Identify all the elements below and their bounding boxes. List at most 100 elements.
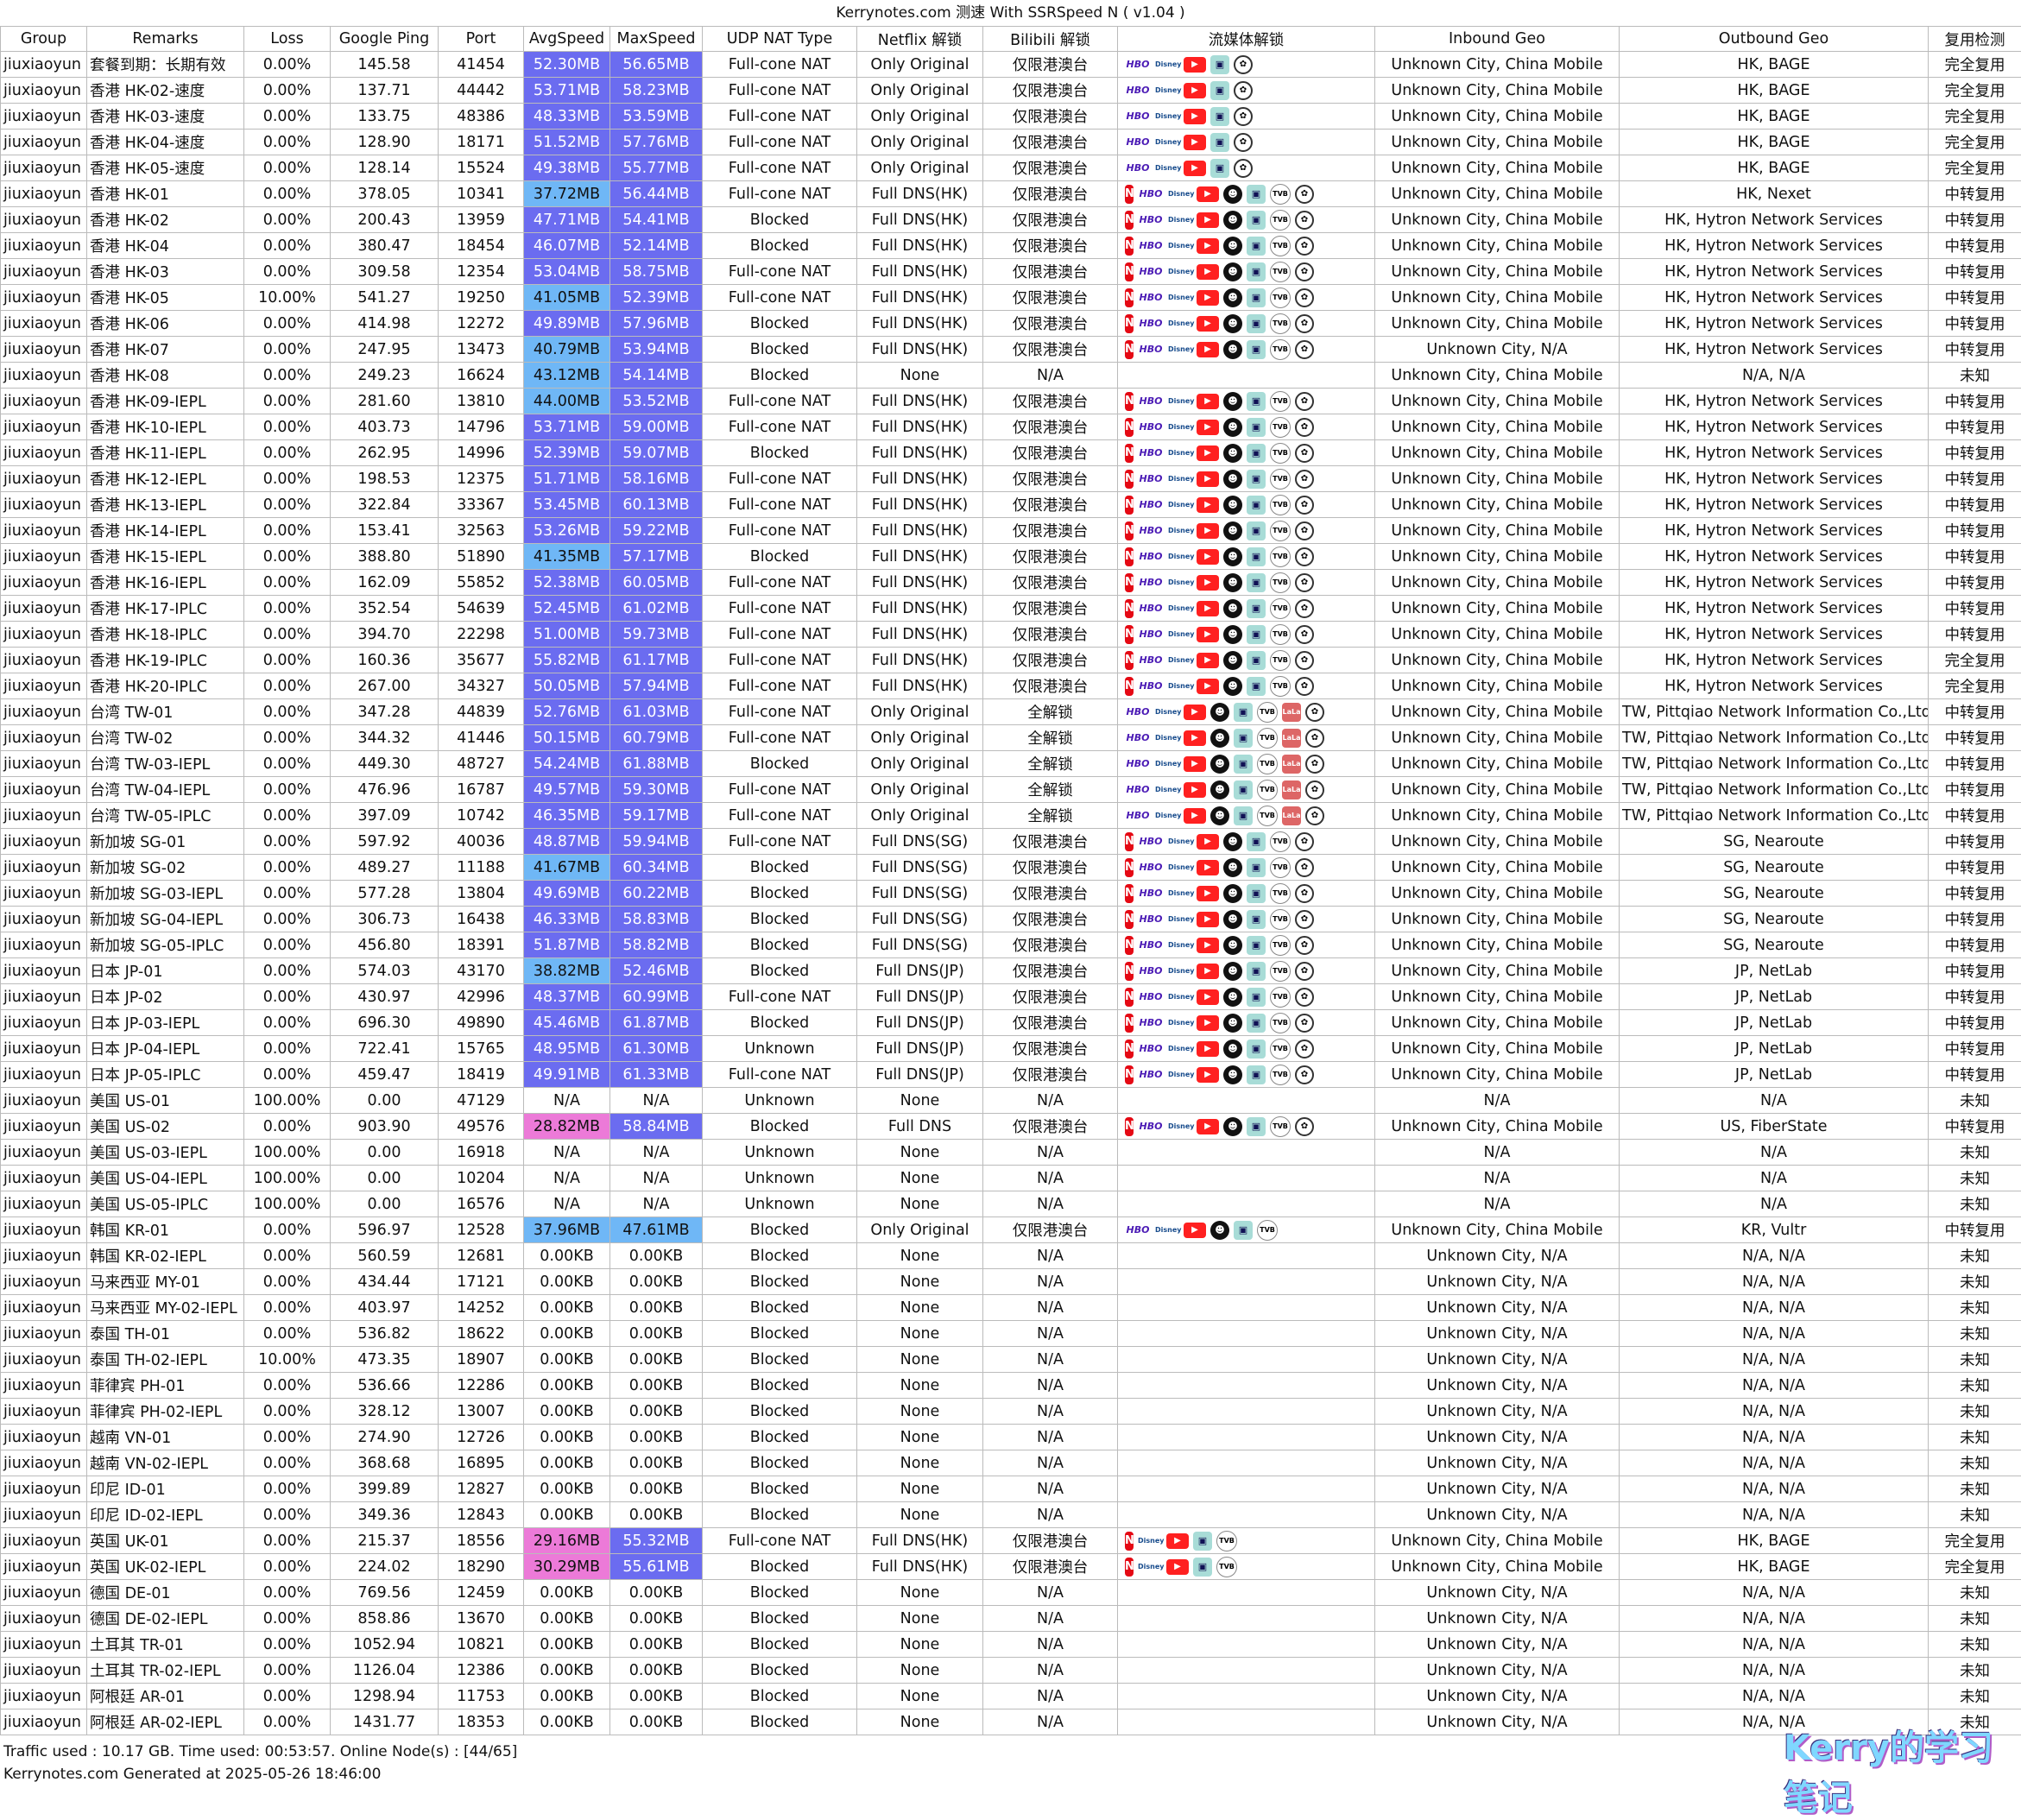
udp-nat-type-cell: Blocked: [703, 1347, 857, 1373]
google-ping-cell: 858.86: [331, 1606, 439, 1632]
streaming-unlock-cell: [1118, 1425, 1375, 1450]
disney-icon: Disney: [1155, 159, 1179, 178]
google-ping-cell: 399.89: [331, 1476, 439, 1502]
reuse-check-cell: 中转复用: [1929, 751, 2021, 777]
bilibili-unlock-cell: 仅限港澳台: [983, 285, 1118, 311]
max-speed-cell: 0.00KB: [610, 1606, 703, 1632]
inbound-geo-cell: Unknown City, N/A: [1375, 1476, 1620, 1502]
streaming-unlock-cell: [1118, 1502, 1375, 1528]
avg-speed-cell: 0.00KB: [524, 1502, 610, 1528]
group-cell: jiuxiaoyun: [1, 648, 87, 673]
group-cell: jiuxiaoyun: [1, 1140, 87, 1166]
bilibili-unlock-cell: 仅限港澳台: [983, 829, 1118, 855]
max-speed-cell: N/A: [610, 1140, 703, 1166]
loss-cell: 0.00%: [244, 725, 331, 751]
bilibili-unlock-cell: 仅限港澳台: [983, 52, 1118, 78]
outbound-geo-cell: N/A, N/A: [1620, 1347, 1929, 1373]
youtube-icon: ▶: [1197, 290, 1219, 306]
port-cell: 12827: [439, 1476, 524, 1502]
avg-speed-cell: 41.67MB: [524, 855, 610, 881]
outbound-geo-cell: N/A: [1620, 1191, 1929, 1217]
netflix-unlock-cell: Full DNS(HK): [857, 259, 983, 285]
gpt-icon: ✿: [1295, 677, 1314, 696]
google-ping-cell: 128.90: [331, 130, 439, 155]
gpt-icon: ✿: [1295, 496, 1314, 515]
gpt-icon: ✿: [1295, 444, 1314, 463]
port-cell: 40036: [439, 829, 524, 855]
animal-icon: ☻: [1223, 392, 1242, 411]
hbo-icon: HBO: [1125, 133, 1151, 152]
hbo-icon: HBO: [1138, 625, 1164, 644]
port-cell: 12354: [439, 259, 524, 285]
group-cell: jiuxiaoyun: [1, 881, 87, 907]
netflix-icon: N: [1125, 262, 1134, 281]
youtube-icon: ▶: [1184, 1223, 1206, 1238]
streaming-unlock-cell: [1118, 1709, 1375, 1735]
udp-nat-type-cell: Full-cone NAT: [703, 259, 857, 285]
google-ping-cell: 476.96: [331, 777, 439, 803]
animal-icon: ☻: [1223, 314, 1242, 333]
tvb-icon: TVB: [1270, 184, 1291, 205]
group-cell: jiuxiaoyun: [1, 363, 87, 389]
google-ping-cell: 1052.94: [331, 1632, 439, 1658]
bilibili-unlock-cell: N/A: [983, 1502, 1118, 1528]
udp-nat-type-cell: Unknown: [703, 1036, 857, 1062]
gpt-icon: ✿: [1295, 288, 1314, 307]
avg-speed-cell: 0.00KB: [524, 1243, 610, 1269]
hbo-icon: HBO: [1138, 936, 1164, 955]
bilibili-unlock-cell: 仅限港澳台: [983, 907, 1118, 932]
tv-icon: ▣: [1234, 1221, 1253, 1240]
udp-nat-type-cell: Full-cone NAT: [703, 829, 857, 855]
max-speed-cell: 0.00KB: [610, 1321, 703, 1347]
inbound-geo-cell: Unknown City, N/A: [1375, 1269, 1620, 1295]
port-cell: 48727: [439, 751, 524, 777]
netflix-unlock-cell: Full DNS(HK): [857, 648, 983, 673]
loss-cell: 0.00%: [244, 1502, 331, 1528]
animal-icon: ☻: [1223, 1065, 1242, 1084]
remarks-cell: 香港 HK-15-IEPL: [87, 544, 244, 570]
tvb-icon: TVB: [1270, 857, 1291, 878]
outbound-geo-cell: N/A: [1620, 1088, 1929, 1114]
tv-icon: ▣: [1247, 988, 1266, 1007]
group-cell: jiuxiaoyun: [1, 155, 87, 181]
max-speed-cell: 60.05MB: [610, 570, 703, 596]
reuse-check-cell: 完全复用: [1929, 78, 2021, 104]
tv-icon: ▣: [1247, 599, 1266, 618]
tv-icon: ▣: [1210, 107, 1229, 126]
udp-nat-type-cell: Full-cone NAT: [703, 104, 857, 130]
google-ping-cell: 903.90: [331, 1114, 439, 1140]
netflix-unlock-cell: None: [857, 1269, 983, 1295]
port-cell: 18556: [439, 1528, 524, 1554]
netflix-icon: N: [1125, 988, 1134, 1007]
reuse-check-cell: 完全复用: [1929, 104, 2021, 130]
port-cell: 13007: [439, 1399, 524, 1425]
netflix-icon: N: [1125, 314, 1134, 333]
group-cell: jiuxiaoyun: [1, 673, 87, 699]
reuse-check-cell: 未知: [1929, 1425, 2021, 1450]
outbound-geo-cell: N/A, N/A: [1620, 1580, 1929, 1606]
column-header: Remarks: [87, 27, 244, 52]
group-cell: jiuxiaoyun: [1, 1269, 87, 1295]
animal-icon: ☻: [1223, 1117, 1242, 1136]
loss-cell: 0.00%: [244, 311, 331, 337]
tv-icon: ▣: [1247, 547, 1266, 566]
streaming-unlock-cell: [1118, 1399, 1375, 1425]
netflix-unlock-cell: Full DNS(HK): [857, 440, 983, 466]
max-speed-cell: 58.75MB: [610, 259, 703, 285]
remarks-cell: 马来西亚 MY-02-IEPL: [87, 1295, 244, 1321]
max-speed-cell: 52.39MB: [610, 285, 703, 311]
bilibili-unlock-cell: 仅限港澳台: [983, 596, 1118, 622]
port-cell: 10204: [439, 1166, 524, 1191]
avg-speed-cell: 0.00KB: [524, 1295, 610, 1321]
inbound-geo-cell: N/A: [1375, 1191, 1620, 1217]
column-header: Netflix 解锁: [857, 27, 983, 52]
youtube-icon: ▶: [1197, 938, 1219, 953]
group-cell: jiuxiaoyun: [1, 699, 87, 725]
loss-cell: 0.00%: [244, 1217, 331, 1243]
